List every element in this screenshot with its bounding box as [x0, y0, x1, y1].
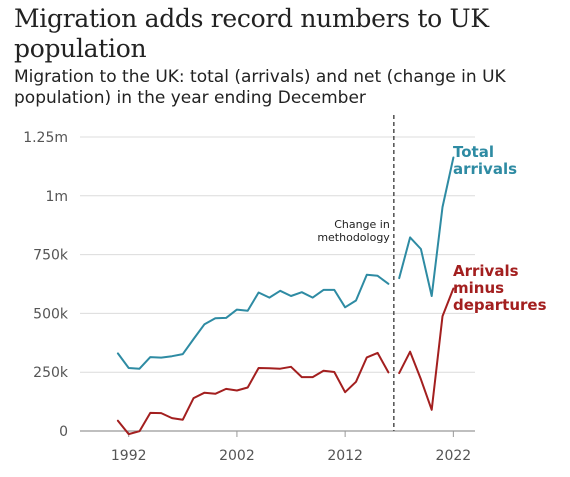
y-tick-label: 250k: [33, 365, 69, 381]
series-label: minus: [453, 279, 504, 297]
x-tick-label: 2002: [219, 448, 255, 464]
methodology-annotation: Change in: [334, 218, 390, 231]
y-tick-label: 0: [59, 424, 68, 440]
series-label: Total: [453, 143, 494, 161]
series-label: Arrivals: [453, 262, 519, 280]
series-line-net-migration: [398, 287, 455, 411]
chart-subtitle: Migration to the UK: total (arrivals) an…: [14, 67, 506, 108]
x-tick-label: 2022: [436, 448, 472, 464]
series-label: arrivals: [453, 160, 517, 178]
y-tick-label: 1m: [45, 189, 68, 205]
x-tick-label: 2012: [327, 448, 363, 464]
series-line-total-arrivals: [116, 273, 390, 370]
x-tick-label: 1992: [111, 448, 147, 464]
series-line-total-arrivals: [398, 156, 455, 297]
methodology-annotation: methodology: [317, 231, 390, 244]
series-label: departures: [453, 296, 547, 314]
y-tick-label: 750k: [33, 248, 69, 264]
y-tick-label: 500k: [33, 306, 69, 322]
chart-title: Migration adds record numbers to UK popu…: [14, 4, 489, 63]
series-line-net-migration: [116, 351, 390, 436]
y-tick-label: 1.25m: [23, 130, 68, 146]
